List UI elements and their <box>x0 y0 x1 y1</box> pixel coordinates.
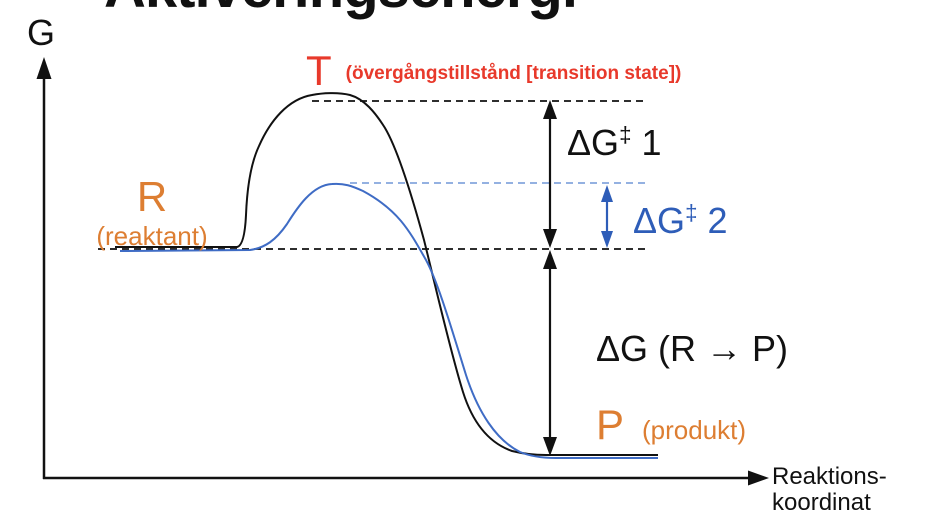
dg1-arrowhead-up-icon <box>543 100 557 119</box>
reactant-symbol: R <box>136 173 168 220</box>
x-axis-arrowhead-icon <box>748 470 769 486</box>
x-axis-label: Reaktions- koordinat <box>772 464 887 516</box>
reactant-note: (reaktant) <box>96 221 208 251</box>
x-axis-label-line1: Reaktions- <box>772 463 887 490</box>
dg1-base: ΔG <box>567 122 620 163</box>
dg1-arrow <box>543 100 557 248</box>
dg1-sup: ‡ <box>619 122 632 147</box>
transition-state-label: T (övergångstillstånd [transition state]… <box>306 50 681 92</box>
dg2-arrow <box>601 185 613 248</box>
dg1-label: ΔG‡ 1 <box>567 122 662 164</box>
dg-rp-label: ΔG (R → P) <box>596 328 789 369</box>
uncatalyzed-energy-curve <box>115 92 658 456</box>
dg2-sup: ‡ <box>685 200 698 225</box>
product-label: P (produkt) <box>596 404 746 446</box>
dg-rp-arrowhead-up-icon <box>543 250 557 269</box>
dg1-suffix: 1 <box>631 122 662 163</box>
dg2-label: ΔG‡ 2 <box>633 200 728 242</box>
reactant-label: R (reaktant) <box>92 176 212 251</box>
product-symbol: P <box>596 401 625 448</box>
dg2-base: ΔG <box>633 200 686 241</box>
dg-rp-arrow <box>543 250 557 456</box>
dg2-arrowhead-up-icon <box>601 185 613 202</box>
dg-rp-arrowhead-down-icon <box>543 437 557 456</box>
y-axis-arrowhead-icon <box>36 57 52 79</box>
transition-note: (övergångstillstånd [transition state]) <box>345 63 682 84</box>
slide-title: Aktiveringsenergi <box>104 0 578 21</box>
catalyzed-energy-curve <box>119 182 658 459</box>
dg1-arrowhead-down-icon <box>543 229 557 248</box>
x-axis <box>43 470 769 486</box>
product-note: (produkt) <box>642 415 747 445</box>
x-axis-label-line2: koordinat <box>772 489 871 516</box>
dg2-arrowhead-down-icon <box>601 231 613 248</box>
y-axis <box>36 57 52 479</box>
y-axis-label: G <box>27 12 56 53</box>
dg2-suffix: 2 <box>697 200 728 241</box>
transition-symbol: T <box>306 47 332 94</box>
